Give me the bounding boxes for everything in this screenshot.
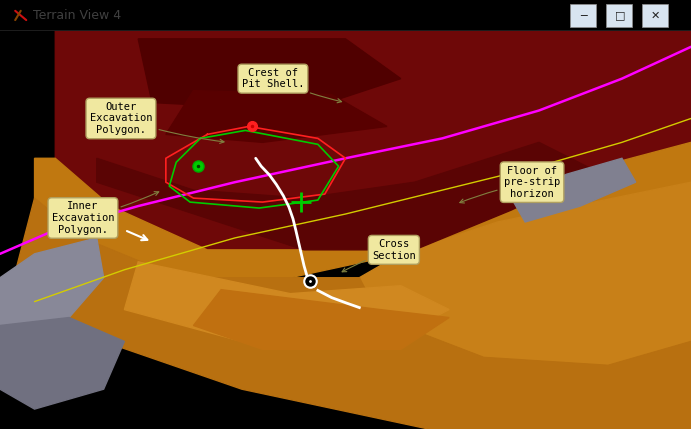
- FancyBboxPatch shape: [642, 4, 668, 27]
- Text: Cross
Section: Cross Section: [342, 239, 416, 272]
- Polygon shape: [124, 262, 449, 341]
- Text: ─: ─: [580, 10, 587, 21]
- Polygon shape: [55, 31, 691, 250]
- Polygon shape: [14, 198, 691, 429]
- Polygon shape: [35, 142, 691, 278]
- Polygon shape: [138, 39, 401, 111]
- Polygon shape: [0, 238, 104, 341]
- Polygon shape: [97, 142, 594, 250]
- FancyBboxPatch shape: [606, 4, 632, 27]
- Text: □: □: [614, 10, 625, 21]
- Polygon shape: [0, 317, 124, 409]
- Polygon shape: [0, 31, 221, 182]
- Polygon shape: [193, 290, 449, 349]
- Polygon shape: [511, 158, 636, 222]
- Text: Outer
Excavation
Polygon.: Outer Excavation Polygon.: [90, 102, 224, 143]
- Polygon shape: [359, 182, 691, 366]
- Polygon shape: [166, 91, 387, 142]
- Text: ✕: ✕: [651, 10, 661, 21]
- Polygon shape: [498, 381, 691, 429]
- FancyBboxPatch shape: [570, 4, 596, 27]
- Text: Inner
Excavation
Polygon.: Inner Excavation Polygon.: [52, 192, 159, 235]
- Text: Terrain View 4: Terrain View 4: [33, 9, 122, 22]
- Text: Crest of
Pit Shell.: Crest of Pit Shell.: [242, 68, 341, 103]
- Text: Floor of
pre-strip
horizon: Floor of pre-strip horizon: [460, 166, 560, 203]
